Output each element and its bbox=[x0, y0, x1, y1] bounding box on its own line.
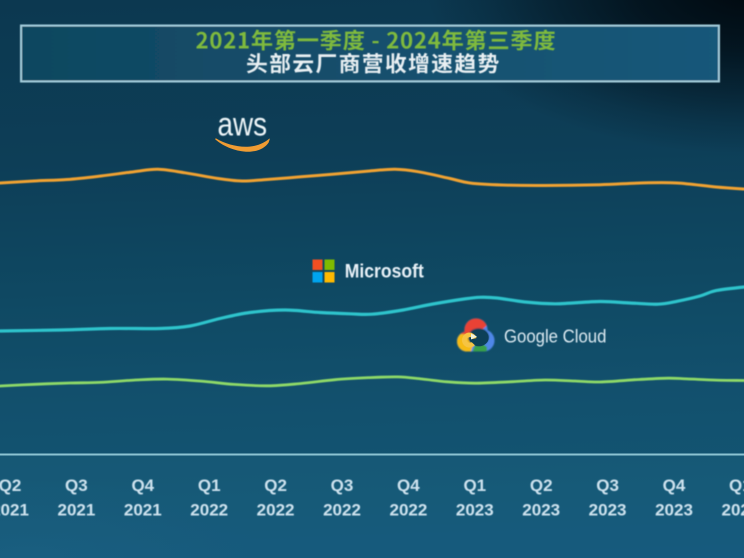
svg-text:2021: 2021 bbox=[0, 501, 29, 520]
svg-text:Google Cloud: Google Cloud bbox=[504, 325, 606, 346]
svg-text:Q3: Q3 bbox=[596, 476, 619, 495]
svg-text:Microsoft: Microsoft bbox=[345, 262, 425, 283]
svg-text:2024: 2024 bbox=[721, 501, 744, 520]
svg-text:2023: 2023 bbox=[655, 501, 693, 520]
svg-text:Q4: Q4 bbox=[663, 476, 686, 495]
svg-text:2023: 2023 bbox=[589, 501, 627, 520]
svg-text:2022: 2022 bbox=[257, 501, 295, 520]
svg-text:aws: aws bbox=[218, 106, 268, 143]
svg-text:2022: 2022 bbox=[323, 501, 361, 520]
svg-text:Q4: Q4 bbox=[397, 476, 420, 495]
svg-text:2022: 2022 bbox=[389, 501, 427, 520]
svg-text:Q1: Q1 bbox=[463, 476, 486, 495]
svg-text:Q3: Q3 bbox=[65, 476, 88, 495]
svg-text:Q1: Q1 bbox=[729, 476, 744, 495]
svg-text:Q3: Q3 bbox=[331, 476, 354, 495]
svg-text:2023: 2023 bbox=[456, 501, 494, 520]
svg-text:Q2: Q2 bbox=[264, 476, 287, 495]
svg-text:2022: 2022 bbox=[190, 501, 228, 520]
svg-text:Q2: Q2 bbox=[530, 476, 553, 495]
svg-text:2021: 2021 bbox=[124, 501, 162, 520]
svg-text:2021: 2021 bbox=[57, 501, 95, 520]
svg-text:Q2: Q2 bbox=[0, 476, 21, 495]
svg-text:Q1: Q1 bbox=[198, 476, 221, 495]
svg-text:Q4: Q4 bbox=[131, 476, 154, 495]
svg-text:2023: 2023 bbox=[522, 501, 560, 520]
